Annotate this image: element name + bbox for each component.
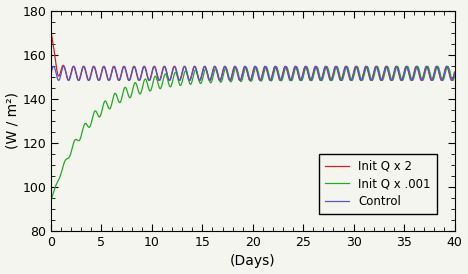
- Init Q x .001: [48, 199, 54, 202]
- Init Q x 2: [75, 78, 81, 82]
- Init Q x .001: [324, 65, 330, 68]
- Init Q x .001: [276, 72, 282, 76]
- Line: Control: Control: [51, 66, 454, 81]
- Control: [48, 72, 54, 75]
- Init Q x 2: [48, 30, 54, 33]
- Init Q x 2: [325, 70, 330, 73]
- Control: [230, 72, 235, 75]
- Control: [96, 79, 102, 82]
- Control: [452, 72, 457, 75]
- Init Q x 2: [166, 79, 172, 82]
- Legend: Init Q x 2, Init Q x .001, Control: Init Q x 2, Init Q x .001, Control: [319, 154, 437, 214]
- Control: [277, 78, 283, 81]
- Init Q x 2: [229, 72, 235, 75]
- Control: [325, 70, 331, 73]
- Init Q x .001: [452, 75, 457, 78]
- Control: [381, 70, 387, 73]
- Control: [76, 79, 81, 82]
- Init Q x 2: [277, 78, 282, 81]
- X-axis label: (Days): (Days): [230, 255, 276, 269]
- Init Q x 2: [96, 79, 102, 82]
- Init Q x .001: [96, 115, 102, 118]
- Init Q x .001: [380, 77, 386, 80]
- Y-axis label: (W / m²): (W / m²): [6, 92, 20, 149]
- Control: [51, 65, 57, 68]
- Init Q x .001: [445, 65, 451, 68]
- Line: Init Q x .001: Init Q x .001: [51, 66, 454, 200]
- Init Q x .001: [75, 139, 81, 142]
- Init Q x 2: [452, 70, 457, 74]
- Line: Init Q x 2: Init Q x 2: [51, 31, 454, 81]
- Init Q x .001: [229, 79, 234, 82]
- Control: [56, 79, 61, 82]
- Init Q x 2: [381, 70, 387, 74]
